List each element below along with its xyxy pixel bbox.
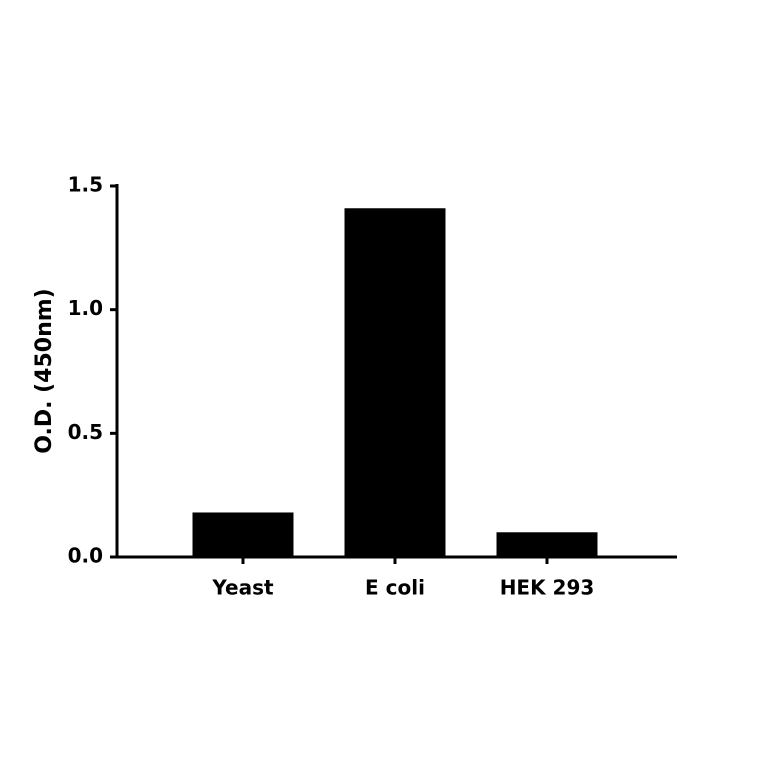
x-tick-label: Yeast <box>211 576 274 600</box>
x-tick-label: HEK 293 <box>500 576 595 600</box>
bar <box>496 532 598 557</box>
y-tick-label: 0.5 <box>68 420 103 444</box>
x-tick-label: E coli <box>365 576 425 600</box>
bar <box>344 208 446 557</box>
y-tick-label: 0.0 <box>68 544 103 568</box>
y-axis-label: O.D. (450nm) <box>32 288 57 453</box>
y-tick-label: 1.0 <box>68 296 103 320</box>
bar <box>192 512 294 557</box>
y-tick-label: 1.5 <box>68 173 103 197</box>
